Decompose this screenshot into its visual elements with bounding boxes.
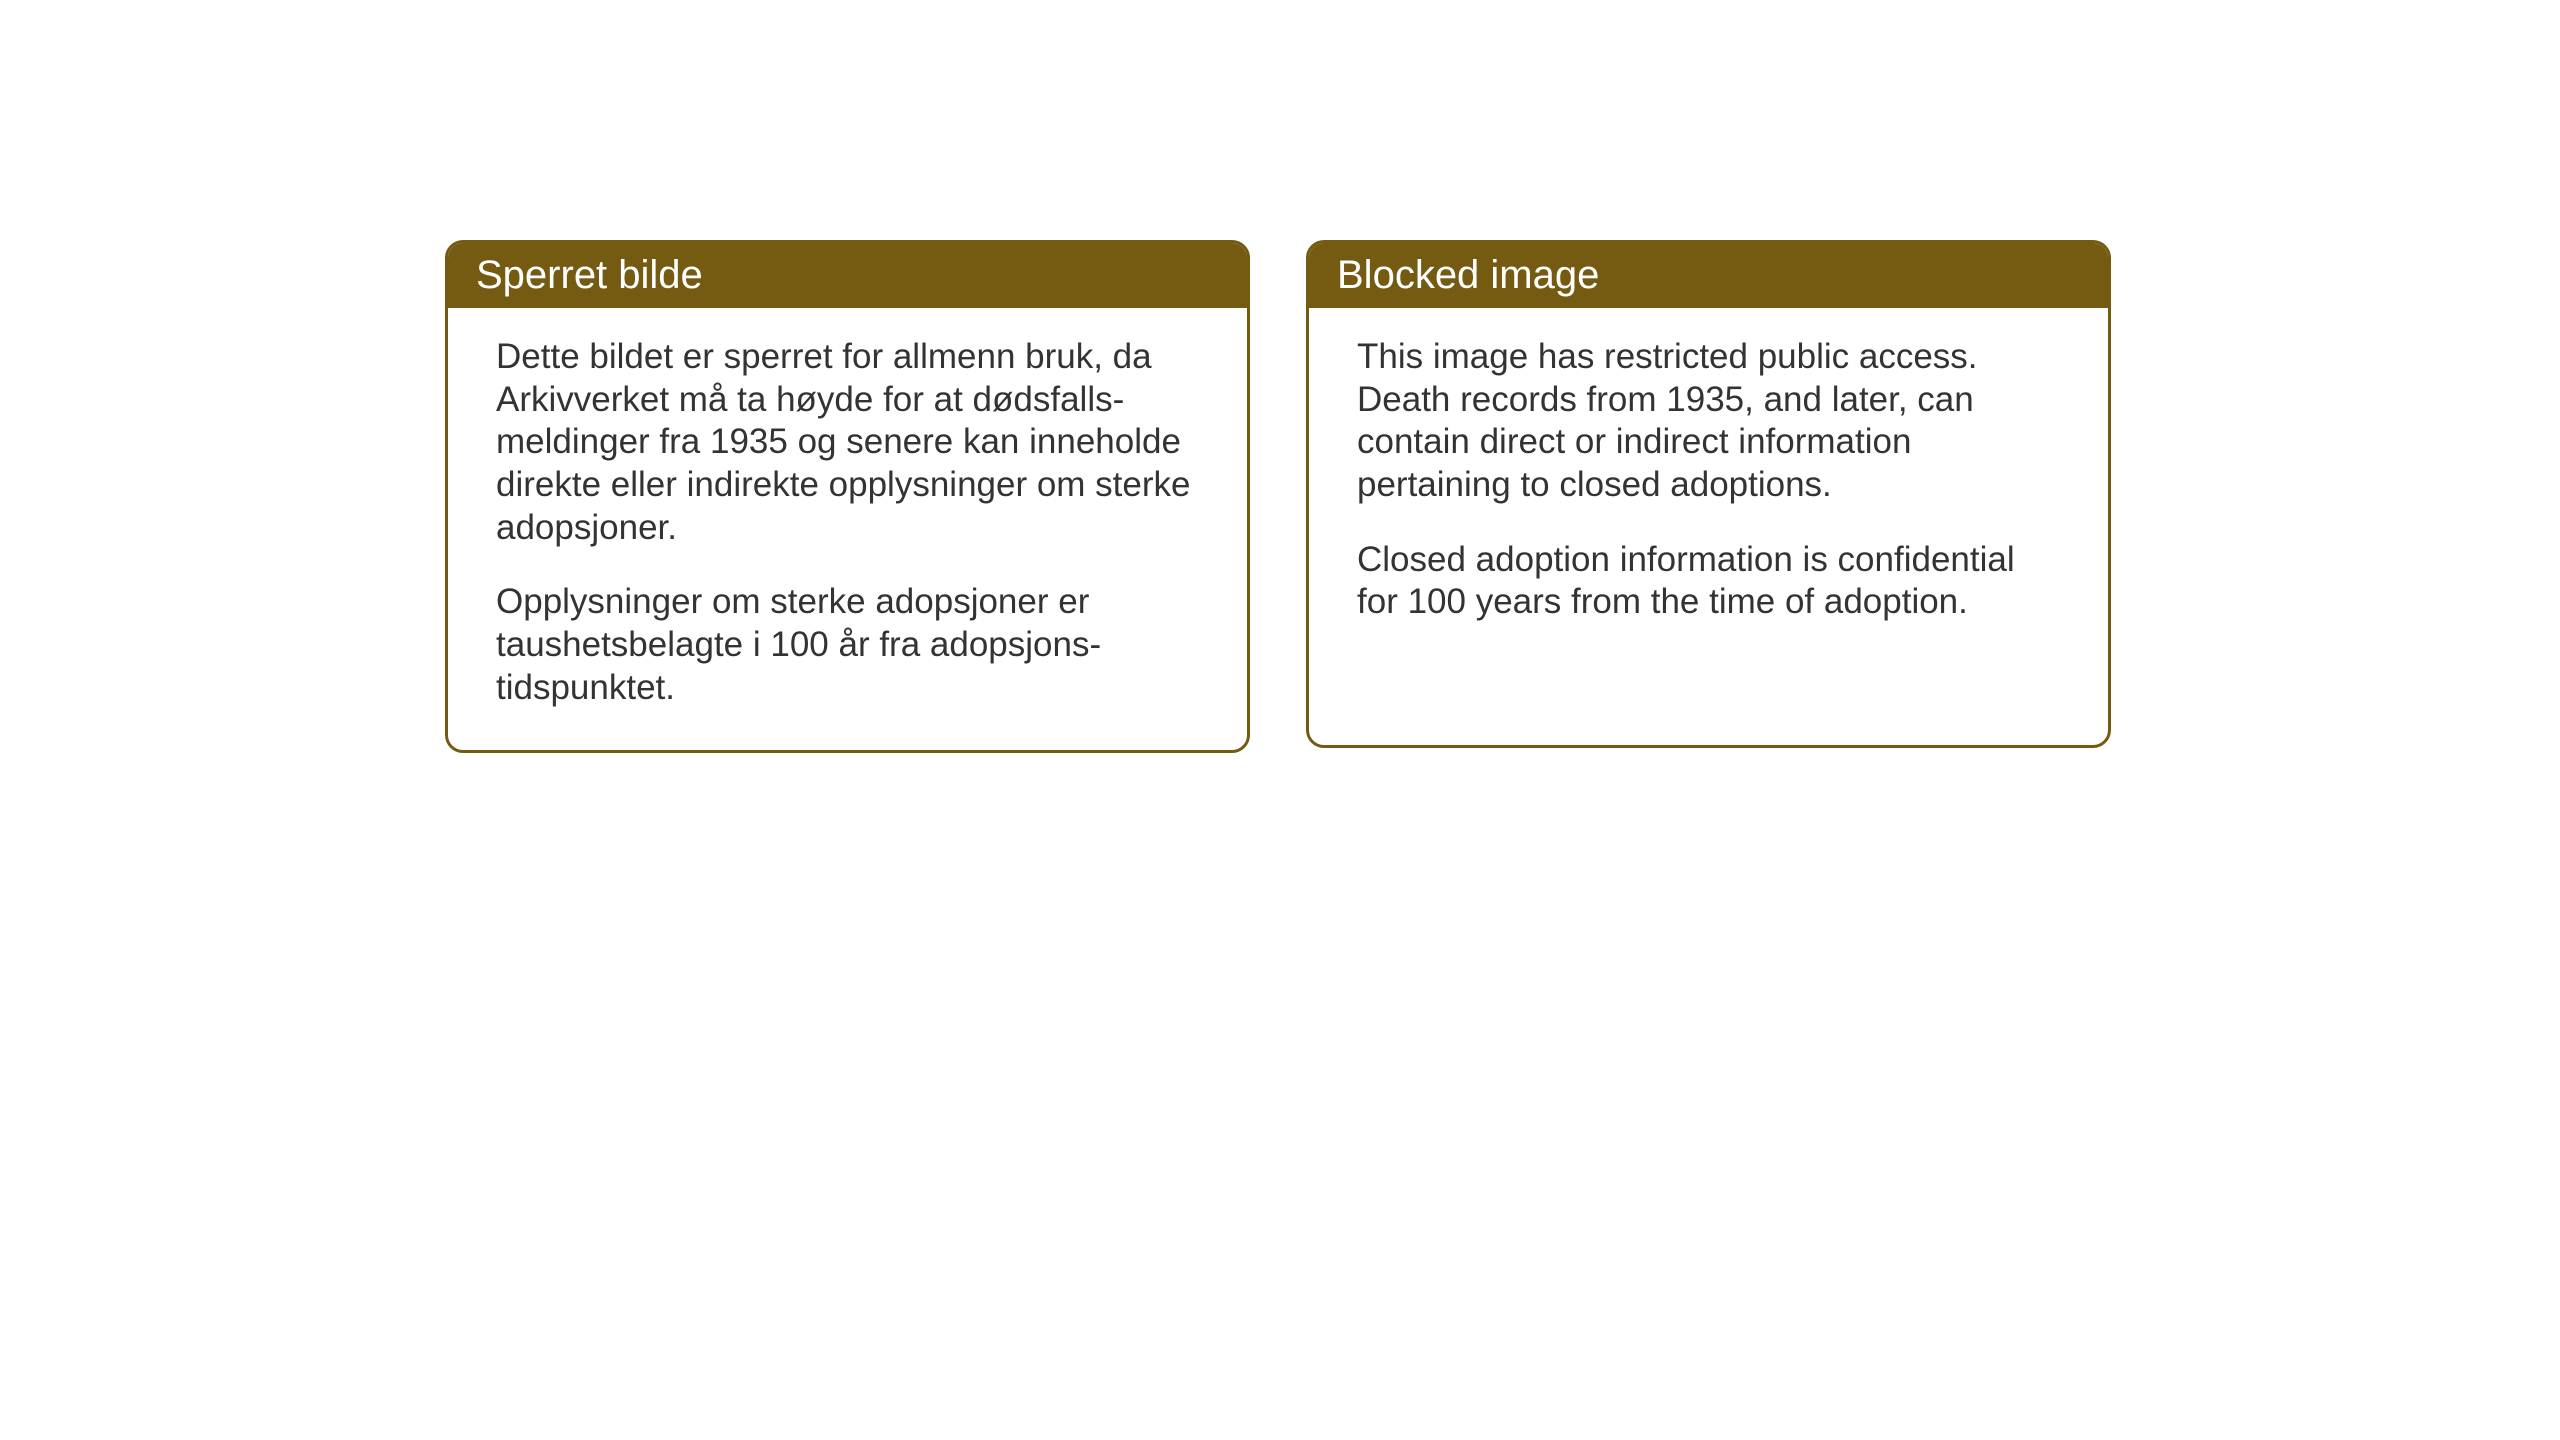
notice-box-norwegian: Sperret bilde Dette bildet er sperret fo… <box>445 240 1250 753</box>
notice-box-english: Blocked image This image has restricted … <box>1306 240 2111 748</box>
notice-paragraph: Opplysninger om sterke adopsjoner er tau… <box>496 581 1199 709</box>
notice-container: Sperret bilde Dette bildet er sperret fo… <box>445 240 2111 753</box>
notice-header-english: Blocked image <box>1309 243 2108 308</box>
notice-header-norwegian: Sperret bilde <box>448 243 1247 308</box>
notice-paragraph: Closed adoption information is confident… <box>1357 539 2060 624</box>
notice-paragraph: Dette bildet er sperret for allmenn bruk… <box>496 336 1199 549</box>
notice-paragraph: This image has restricted public access.… <box>1357 336 2060 507</box>
notice-body-norwegian: Dette bildet er sperret for allmenn bruk… <box>448 308 1247 750</box>
notice-body-english: This image has restricted public access.… <box>1309 308 2108 664</box>
